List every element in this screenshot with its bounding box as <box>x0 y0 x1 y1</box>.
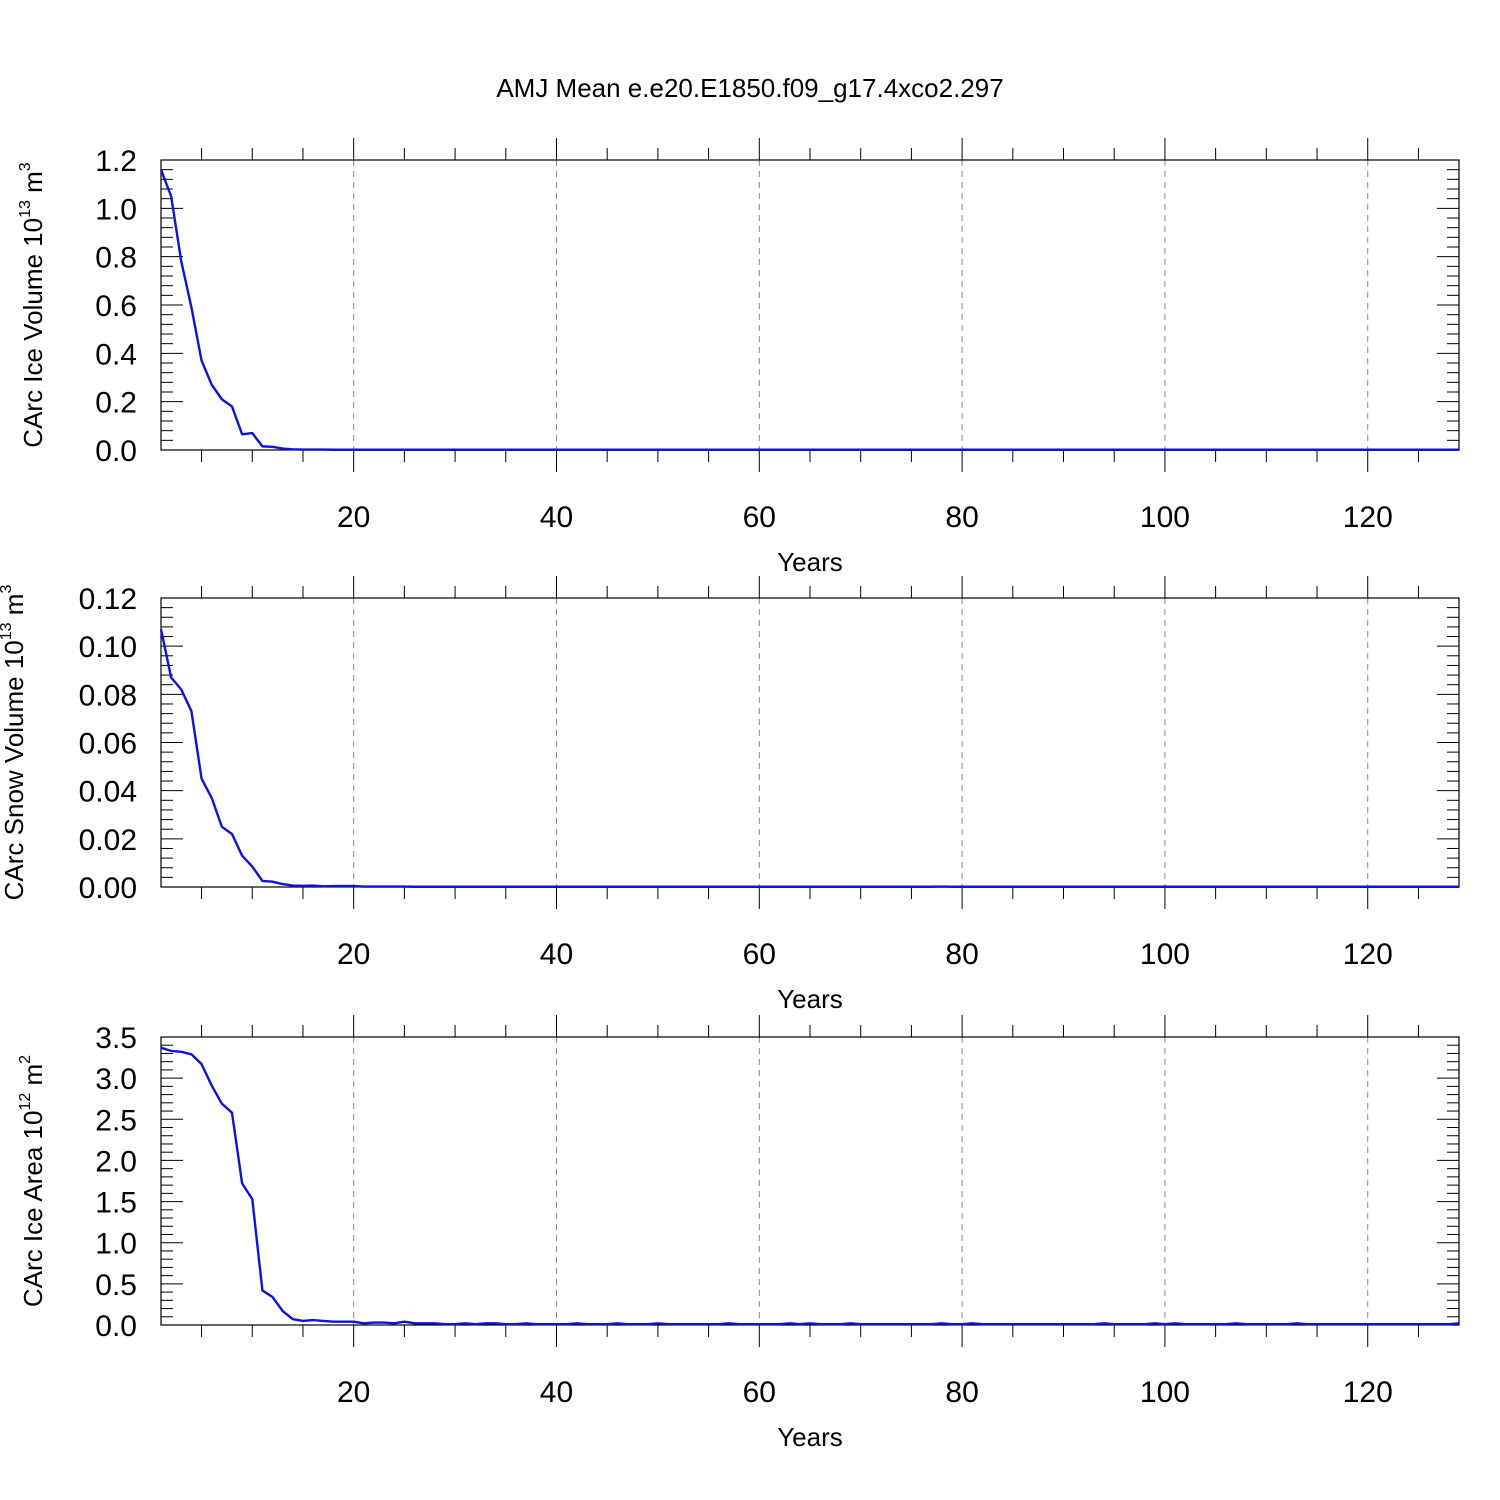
series-line <box>159 629 1459 888</box>
y-tick-label: 1.5 <box>95 1187 137 1220</box>
x-axis-title: Years <box>777 1422 843 1452</box>
panel-1: 20 40 60 80 100 120 0.0 0.2 0.4 0.6 0.8 1.0 1.2 Years… <box>17 138 1460 577</box>
x-tick-label: 40 <box>540 501 573 534</box>
y-tick-label: 1.0 <box>95 1228 137 1261</box>
chart-title: AMJ Mean e.e20.E1850.f09_g17.4xco2.297 <box>496 73 1003 103</box>
y-tick-label: 0.06 <box>79 728 137 761</box>
y-tick-label: 1.0 <box>95 193 137 226</box>
x-tick-label: 60 <box>743 1376 776 1409</box>
y-tick-label: 0.04 <box>79 776 137 809</box>
x-tick-label: 40 <box>540 1376 573 1409</box>
y-tick-label: 0.8 <box>95 242 137 275</box>
x-tick-label: 60 <box>743 938 776 971</box>
x-tick-label: 120 <box>1343 501 1393 534</box>
y-tick-label: 2.5 <box>95 1104 137 1137</box>
y-tick-label: 0.12 <box>79 583 137 616</box>
x-tick-label: 40 <box>540 938 573 971</box>
x-tick-label: 20 <box>337 1376 370 1409</box>
y-tick-label: 3.0 <box>95 1063 137 1096</box>
y-tick-label: 2.0 <box>95 1145 137 1178</box>
y-tick-label: 0.00 <box>79 872 137 905</box>
x-tick-label: 120 <box>1343 938 1393 971</box>
y-tick-label: 1.2 <box>95 145 137 178</box>
x-tick-label: 80 <box>945 938 978 971</box>
x-axis-title: Years <box>777 984 843 1014</box>
x-tick-label: 80 <box>945 1376 978 1409</box>
x-tick-label: 60 <box>743 501 776 534</box>
x-axis-title: Years <box>777 547 843 577</box>
y-tick-label: 0.10 <box>79 631 137 664</box>
y-tick-label: 0.02 <box>79 824 137 857</box>
y-tick-label: 0.0 <box>95 1310 137 1343</box>
y-axis-title: CArc Ice Volume 1013 m3 <box>17 162 48 447</box>
x-tick-label: 100 <box>1140 1376 1190 1409</box>
y-tick-label: 0.6 <box>95 290 137 323</box>
y-axis-title: CArc Snow Volume 1013 m3 <box>0 585 29 901</box>
x-tick-label: 120 <box>1343 1376 1393 1409</box>
x-tick-label: 20 <box>337 501 370 534</box>
series-line <box>159 169 1459 451</box>
y-tick-label: 0.4 <box>95 338 137 371</box>
plot-frame <box>160 1036 1460 1326</box>
y-tick-label: 0.0 <box>95 435 137 468</box>
panel-3: 20 40 60 80 100 120 0.0 0.5 1.0 1.5 2.0 2.5 3.0 3.5 Ye… <box>17 1015 1460 1452</box>
y-tick-label: 0.5 <box>95 1269 137 1302</box>
x-tick-label: 100 <box>1140 501 1190 534</box>
y-tick-label: 3.5 <box>95 1022 137 1055</box>
plot-frame <box>160 597 1460 888</box>
y-tick-label: 0.08 <box>79 679 137 712</box>
panel-2: 20 40 60 80 100 120 0.00 0.02 0.04 0.06 0.08 0.10 0.… <box>0 576 1460 1014</box>
x-tick-label: 80 <box>945 501 978 534</box>
x-tick-label: 100 <box>1140 938 1190 971</box>
chart-panels: 20 40 60 80 100 120 0.0 0.2 0.4 0.6 0.8 1.0 1.2 Years… <box>0 138 1460 1452</box>
y-tick-label: 0.2 <box>95 387 137 420</box>
plot-frame <box>160 159 1460 451</box>
series-line <box>160 1046 1460 1326</box>
y-axis-title: CArc Ice Area 1012 m2 <box>17 1055 48 1307</box>
x-tick-label: 20 <box>337 938 370 971</box>
